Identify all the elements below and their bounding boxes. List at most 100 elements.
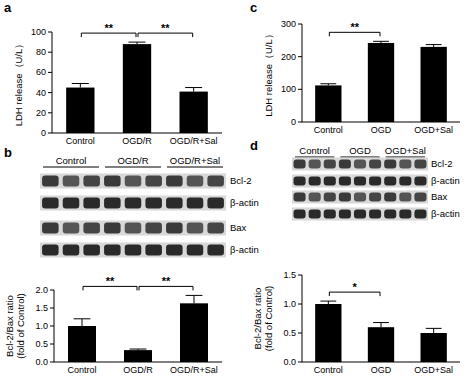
western-blot: ControlOGDOGD+SalBcl-2β-actinBaxβ-actin [292, 145, 460, 221]
chart: 0.00.51.01.5Bcl-2/Bax ratio(fold of Cont… [252, 270, 460, 375]
row-label: Bcl-2 [230, 175, 252, 186]
y-tick-label: 0.0 [35, 357, 48, 367]
y-axis [52, 32, 53, 133]
row-label: Bax [230, 222, 247, 233]
blot-band [414, 193, 426, 202]
blot-band [414, 160, 426, 169]
blot-band [354, 177, 366, 186]
blot-band [309, 210, 321, 219]
y-tick [50, 290, 54, 291]
blot-band [309, 177, 321, 186]
y-tick-label: 1.0 [35, 321, 48, 331]
blot-band [309, 193, 321, 202]
significance-label: * [353, 281, 358, 293]
bar [180, 92, 208, 133]
error-cap [186, 295, 203, 296]
x-tick-label: OGD/R [123, 365, 153, 375]
row-label: β-actin [431, 175, 460, 186]
significance-label: ** [104, 22, 113, 34]
y-tick-label: 100 [31, 27, 46, 37]
significance-label: ** [106, 275, 115, 287]
blot-band [187, 176, 204, 187]
blot-band [384, 160, 396, 169]
y-tick-label: 80 [36, 47, 46, 57]
lane-label: OGD/R [117, 155, 148, 166]
error-bar [426, 45, 442, 47]
y-tick-label: 0 [291, 117, 296, 127]
y-tick [48, 32, 52, 33]
bar [66, 88, 94, 133]
lane-line [295, 157, 334, 158]
x-tick-label: OGD/R [122, 136, 152, 146]
y-tick-label: 20 [36, 108, 46, 118]
y-tick-label: 0.5 [35, 339, 48, 349]
blot-strip [292, 175, 428, 188]
figure: abcd020406080100LDH release（U/L）ControlO… [0, 0, 474, 381]
blot-band [324, 160, 336, 169]
error-line [194, 295, 195, 303]
western-blot: ControlOGD/ROGD/R+SalBcl-2β-actinBaxβ-ac… [40, 155, 259, 258]
error-cap [426, 44, 442, 45]
blot-band [187, 245, 204, 256]
y-tick-label: 0.0 [283, 357, 296, 367]
error-bar [185, 88, 202, 92]
blot-band [369, 210, 381, 219]
error-line [82, 319, 83, 326]
lane-line [43, 167, 99, 168]
bar [124, 350, 152, 362]
blot-band [166, 245, 183, 256]
blot-strip [40, 174, 226, 189]
y-tick-label: 300 [281, 19, 296, 29]
blot-band [83, 245, 100, 256]
y-axis-label: (fold of Control) [263, 286, 274, 351]
error-bar [320, 301, 336, 304]
error-cap [320, 301, 336, 302]
blot-strip [292, 158, 428, 171]
y-tick-label: 1.5 [35, 303, 48, 313]
y-tick [298, 122, 302, 123]
bar [421, 333, 447, 362]
y-tick [48, 112, 52, 113]
error-cap [185, 87, 202, 88]
x-tick-label: Control [67, 365, 96, 375]
error-bar [320, 84, 336, 86]
x-tick-label: Control [66, 136, 95, 146]
y-tick-label: 0.5 [283, 328, 296, 338]
error-bar [72, 84, 89, 88]
blot-band [354, 210, 366, 219]
blot-band [166, 223, 183, 234]
blot-band [125, 245, 142, 256]
error-bar [186, 295, 203, 303]
bars [315, 41, 447, 122]
error-bar [426, 328, 442, 333]
blot-strip [40, 221, 226, 236]
y-tick [48, 133, 52, 134]
blot-band [145, 198, 162, 209]
blot-band [414, 177, 426, 186]
y-tick [48, 52, 52, 53]
row-label: β-actin [230, 197, 259, 208]
panel-label: b [4, 145, 12, 160]
error-cap [74, 318, 91, 319]
blot-band [63, 198, 80, 209]
y-axis-label: LDH release（U/L） [13, 39, 24, 127]
blot-band [42, 223, 59, 234]
y-tick [48, 92, 52, 93]
lane-line [167, 167, 223, 168]
y-tick [298, 275, 302, 276]
blot-band [125, 198, 142, 209]
y-axis-label: Bcl-2/Bax ratio [252, 288, 263, 350]
blot-band [399, 177, 411, 186]
bars [315, 301, 447, 362]
row-label: Bax [431, 191, 448, 202]
error-bar [74, 319, 91, 326]
blot-band [369, 193, 381, 202]
blot-band [207, 176, 224, 187]
error-line [80, 84, 81, 88]
y-tick [50, 362, 54, 363]
blot-band [104, 223, 121, 234]
error-line [433, 328, 434, 333]
x-tick-label: OGD/R+Sal [170, 136, 218, 146]
error-bar [373, 41, 389, 43]
x-tick-label: Control [314, 365, 343, 375]
